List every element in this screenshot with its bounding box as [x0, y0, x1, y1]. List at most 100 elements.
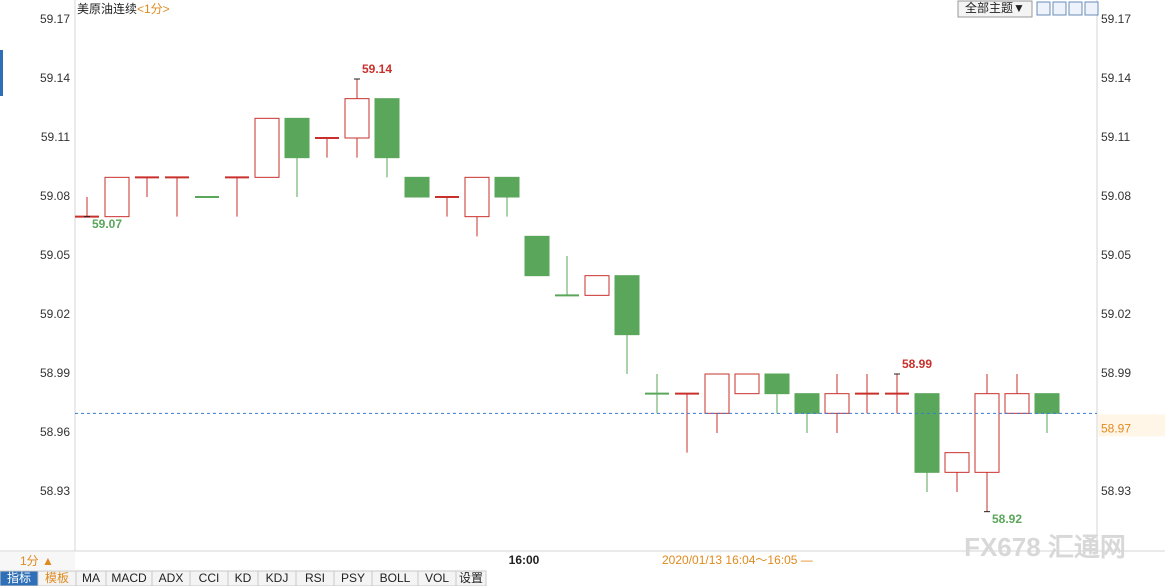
candle	[404, 176, 430, 198]
tab-label[interactable]: MA	[82, 571, 100, 585]
candle-body	[404, 176, 430, 198]
x-tick-label: 16:00	[509, 553, 540, 567]
y-tick-label-right: 59.02	[1101, 307, 1131, 321]
candle	[734, 373, 760, 395]
icon-button[interactable]	[1052, 1, 1067, 16]
tab-label[interactable]: ADX	[159, 571, 184, 585]
y-tick-label-right: 59.14	[1101, 71, 1131, 85]
tab-label[interactable]: 设置	[459, 571, 483, 585]
y-tick-label-right: 58.99	[1101, 366, 1131, 380]
last-price-bg	[1098, 414, 1165, 437]
candle-body	[524, 235, 550, 277]
period-toggle[interactable]: 1分 ▲	[20, 554, 54, 568]
candle	[104, 176, 130, 218]
tab-label[interactable]: RSI	[305, 571, 325, 585]
y-tick-label: 59.02	[40, 307, 70, 321]
tab-label[interactable]: KDJ	[266, 571, 289, 585]
candle-body	[254, 117, 280, 178]
candle	[225, 176, 249, 217]
candle	[555, 256, 579, 297]
candle-body	[284, 117, 310, 159]
candle	[374, 98, 400, 178]
y-tick-label: 58.93	[40, 484, 70, 498]
chart-title: 美原油连续	[77, 1, 137, 16]
tab-label[interactable]: BOLL	[380, 571, 411, 585]
candle	[1034, 393, 1060, 433]
y-tick-label: 59.11	[41, 130, 70, 144]
candle	[584, 275, 610, 296]
toolbar-icons	[1036, 1, 1099, 16]
y-tick-label-right: 59.17	[1101, 12, 1131, 26]
icon-button[interactable]	[1084, 1, 1099, 16]
tab-label[interactable]: KD	[235, 571, 252, 585]
candle-body	[974, 393, 1000, 473]
candle-body	[494, 176, 520, 198]
period-label[interactable]: <1分>	[137, 2, 170, 16]
candle-body	[374, 98, 400, 159]
candle	[885, 374, 909, 414]
y-tick-label-right: 59.11	[1101, 130, 1130, 144]
candle	[614, 275, 640, 374]
candle	[435, 196, 459, 217]
tab-label[interactable]: 模板	[45, 571, 69, 585]
candle	[704, 373, 730, 433]
candle	[645, 374, 669, 414]
annotation: 59.14	[362, 62, 392, 76]
y-tick-label: 58.99	[40, 366, 70, 380]
candle-body	[914, 393, 940, 473]
candle-body	[704, 373, 730, 414]
tab-label[interactable]: MACD	[111, 571, 147, 585]
candle-body	[614, 275, 640, 336]
y-tick-label: 59.17	[40, 12, 70, 26]
candle	[165, 176, 189, 217]
tab-label[interactable]: 指标	[7, 570, 31, 585]
side-marker	[0, 50, 3, 96]
candle-body	[764, 373, 790, 395]
candle-body	[1004, 393, 1030, 414]
candle	[464, 176, 490, 237]
y-tick-label: 59.14	[40, 71, 70, 85]
candle	[135, 176, 159, 197]
period-toggle-bg	[0, 552, 75, 570]
candle-body	[464, 176, 490, 218]
candle	[675, 392, 699, 453]
candle	[315, 137, 339, 158]
y-tick-label: 59.08	[40, 189, 70, 203]
candle	[855, 374, 879, 414]
candle-body	[824, 393, 850, 414]
candle	[494, 176, 520, 217]
candle-body	[944, 452, 970, 473]
candle	[944, 452, 970, 492]
time-range: 2020/01/13 16:04～16:05 —	[662, 553, 813, 567]
y-tick-label: 58.96	[40, 425, 70, 439]
candle-body	[794, 393, 820, 414]
candle	[344, 79, 370, 158]
annotation: 58.99	[902, 357, 932, 371]
tab-label[interactable]: VOL	[425, 571, 449, 585]
theme-button[interactable]	[957, 0, 1033, 18]
candle	[284, 117, 310, 197]
candle-body	[584, 275, 610, 296]
tab[interactable]	[455, 570, 487, 586]
candle	[974, 374, 1000, 512]
y-tick-label-right: 58.93	[1101, 484, 1131, 498]
theme-button-label[interactable]: 全部主题▼	[965, 0, 1025, 15]
icon-button[interactable]	[1036, 1, 1051, 16]
candle	[764, 373, 790, 414]
tab-label[interactable]: PSY	[341, 571, 365, 585]
y-tick-label: 59.05	[40, 248, 70, 262]
y-tick-label-right: 59.05	[1101, 248, 1131, 262]
candle	[914, 393, 940, 492]
candle-body	[734, 373, 760, 395]
tab-label[interactable]: CCI	[199, 571, 220, 585]
candle	[254, 117, 280, 178]
watermark: FX678 汇通网	[964, 532, 1126, 562]
annotation: 58.92	[992, 512, 1022, 526]
icon-button[interactable]	[1068, 1, 1083, 16]
y-tick-label-right: 59.08	[1101, 189, 1131, 203]
candle	[524, 235, 550, 277]
candle-body	[1034, 393, 1060, 414]
annotation: 59.07	[92, 217, 122, 231]
